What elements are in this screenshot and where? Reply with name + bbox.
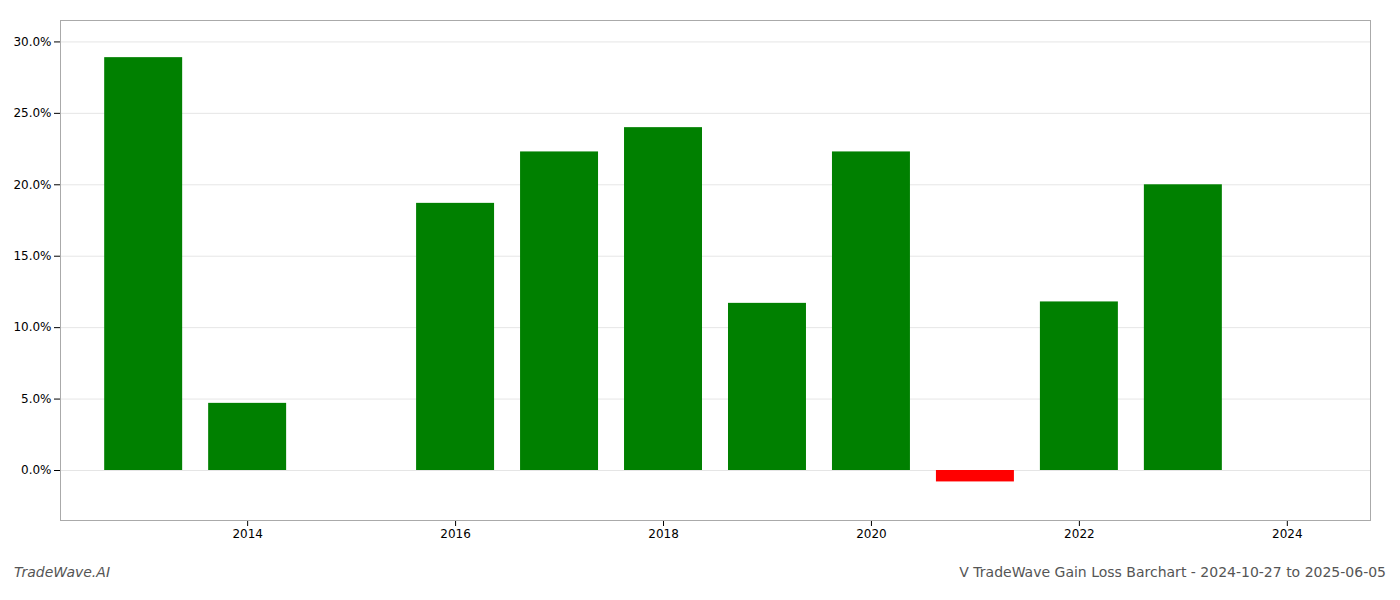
svg-text:5.0%: 5.0%: [21, 392, 52, 406]
svg-text:20.0%: 20.0%: [13, 178, 51, 192]
svg-text:0.0%: 0.0%: [21, 463, 52, 477]
svg-text:30.0%: 30.0%: [13, 35, 51, 49]
svg-text:2020: 2020: [856, 527, 887, 541]
svg-text:10.0%: 10.0%: [13, 320, 51, 334]
html-text:TradeWave.AI: TradeWave.AI: [14, 564, 110, 580]
svg-text:2024: 2024: [1272, 527, 1303, 541]
svg-text:15.0%: 15.0%: [13, 249, 51, 263]
svg-text:2014: 2014: [232, 527, 263, 541]
svg-text:25.0%: 25.0%: [13, 106, 51, 120]
svg-text:2018: 2018: [648, 527, 679, 541]
svg-text:2016: 2016: [440, 527, 471, 541]
svg-text:2022: 2022: [1064, 527, 1095, 541]
html-text:V TradeWave Gain Loss Barchart: V TradeWave Gain Loss Barchart - 2024-10…: [959, 564, 1386, 580]
